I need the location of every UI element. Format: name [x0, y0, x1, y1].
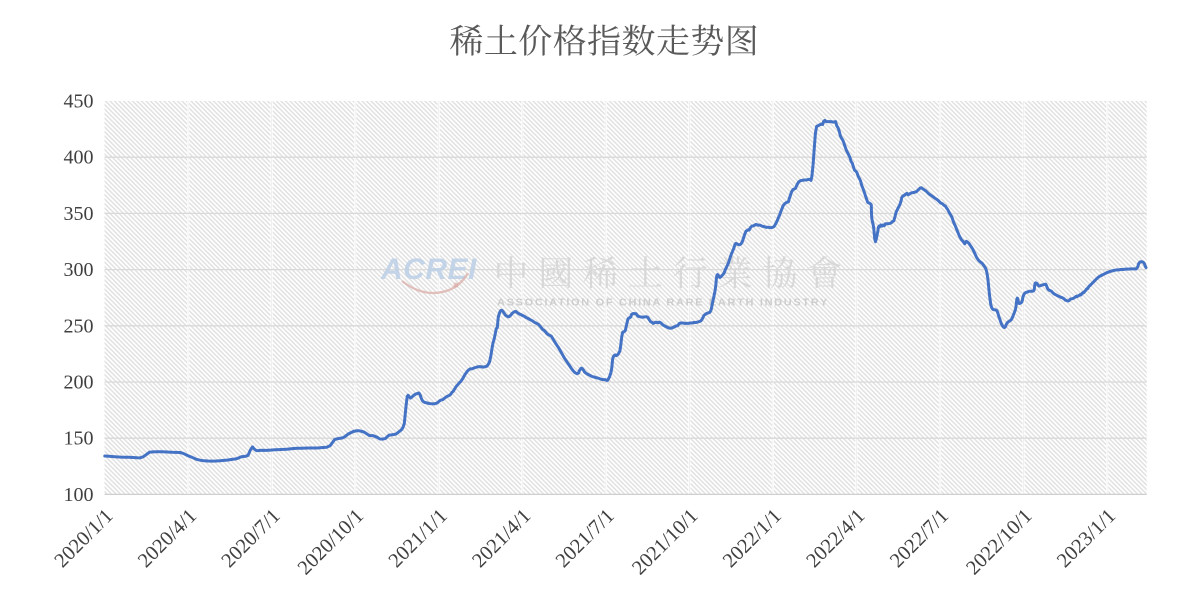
svg-text:150: 150	[64, 428, 94, 450]
svg-text:450: 450	[64, 91, 94, 113]
svg-text:100: 100	[64, 484, 94, 506]
svg-text:400: 400	[64, 147, 94, 169]
svg-text:350: 350	[64, 203, 94, 225]
svg-text:ACREI: ACREI	[380, 253, 477, 286]
svg-text:ASSOCIATION OF CHINA RARE EART: ASSOCIATION OF CHINA RARE EARTH INDUSTRY	[497, 298, 829, 309]
svg-text:250: 250	[64, 315, 94, 337]
svg-text:200: 200	[64, 372, 94, 394]
svg-text:300: 300	[64, 259, 94, 281]
